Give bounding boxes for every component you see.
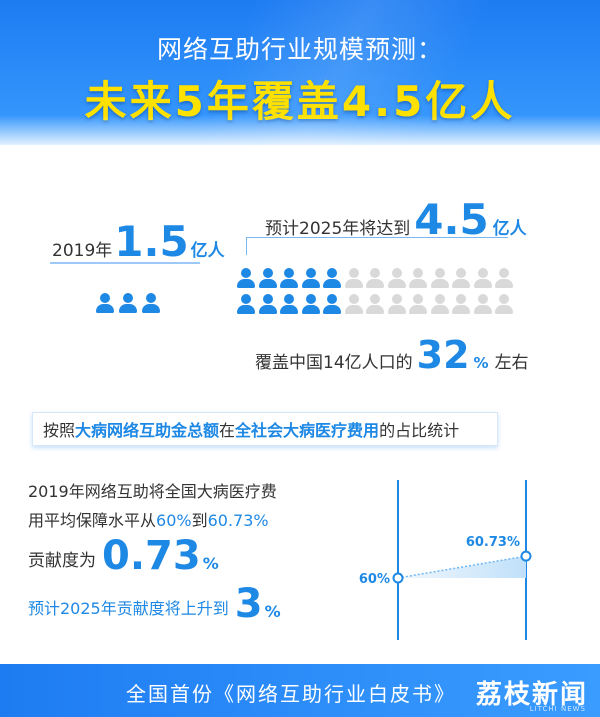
ratio-value: 0.73 <box>102 533 201 579</box>
person-icon-grey <box>387 268 407 288</box>
ratio-2025-pct: % <box>264 602 281 621</box>
person-icon <box>258 294 278 314</box>
ratio-line-3: 贡献度为 0.73 % <box>28 535 219 577</box>
ratio-banner: 按照 大病网络互助金总额 在 全社会大病医疗费用 的占比统计 <box>32 412 498 446</box>
banner-part-1: 按照 <box>43 421 76 440</box>
coverage-prefix: 覆盖中国14亿人口的 <box>255 353 413 373</box>
banner-part-3: 的占比统计 <box>379 421 460 440</box>
banner-highlight-2: 全社会大病医疗费用 <box>235 421 380 440</box>
person-icon <box>236 268 256 288</box>
person-icon <box>95 293 115 313</box>
chart-point-start <box>392 572 404 584</box>
person-icon-grey <box>430 268 450 288</box>
person-icon-grey <box>408 268 428 288</box>
chart-label-end: 60.73% <box>466 535 520 550</box>
ratio-line-2: 用平均保障水平从60%到60.73% <box>28 507 269 531</box>
stat-2025-line-tick <box>246 237 247 255</box>
person-icon <box>322 294 342 314</box>
coverage-value: 32 <box>416 333 470 377</box>
person-icon <box>322 268 342 288</box>
person-icon-grey <box>473 294 493 314</box>
person-icon-grey <box>451 294 471 314</box>
chart-line <box>397 555 527 579</box>
ratio-line-2-prefix: 用平均保障水平从 <box>28 511 157 530</box>
chart-area <box>398 556 526 578</box>
stat-2019-underline <box>50 262 200 264</box>
chart-label-start: 60% <box>359 572 390 587</box>
banner-highlight-1: 大病网络互助金总额 <box>75 421 220 440</box>
person-icon-grey <box>387 294 407 314</box>
ratio-line-1: 2019年网络互助将全国大病医疗费 <box>28 482 277 501</box>
person-icon-grey <box>494 294 514 314</box>
brand-logo-sub: LITCHI NEWS <box>529 705 586 713</box>
chart-point-end <box>520 550 532 562</box>
person-icon-grey <box>430 294 450 314</box>
coverage-pct: % <box>473 354 489 372</box>
ratio-pct: % <box>202 554 219 573</box>
footer-bar: 全国首份《网络互助行业白皮书》 荔枝新闻 LITCHI NEWS <box>0 664 600 717</box>
person-icon-grey <box>344 294 364 314</box>
stat-2025: 预计2025年将达到 4.5 亿人 <box>265 195 527 244</box>
person-icon <box>279 268 299 288</box>
person-icon-grey <box>451 268 471 288</box>
person-icon <box>301 294 321 314</box>
stat-2019-prefix: 2019年 <box>52 241 113 261</box>
person-icon-grey <box>494 268 514 288</box>
person-icon-grey <box>344 268 364 288</box>
stat-2019-unit: 亿人 <box>190 241 225 261</box>
ratio-line-4-prefix: 预计2025年贡献度将上升到 <box>28 599 229 618</box>
header-fade <box>0 115 600 145</box>
ratio-mini-chart: 60% 60.73% <box>359 480 532 640</box>
ratio-line-4: 预计2025年贡献度将上升到 3 % <box>28 583 281 625</box>
person-icon-grey <box>365 268 385 288</box>
stat-2025-unit: 亿人 <box>492 219 527 239</box>
stat-2025-prefix: 预计2025年将达到 <box>265 219 411 239</box>
ratio-from: 60% <box>156 511 192 530</box>
header-subtitle: 网络互助行业规模预测： <box>156 35 443 64</box>
person-icon-grey <box>365 294 385 314</box>
footer-text: 全国首份《网络互助行业白皮书》 <box>126 682 456 706</box>
stat-2025-line <box>246 237 508 238</box>
coverage-suffix: 左右 <box>494 353 529 373</box>
ratio-line-3-prefix: 贡献度为 <box>28 551 96 571</box>
person-icon-grey <box>473 268 493 288</box>
person-icon <box>118 293 138 313</box>
ratio-2025-value: 3 <box>234 581 263 627</box>
person-icon <box>279 294 299 314</box>
ratio-mid: 到 <box>191 511 208 530</box>
person-icon <box>301 268 321 288</box>
person-icon <box>258 268 278 288</box>
stat-2019: 2019年 1.5 亿人 <box>52 217 225 266</box>
banner-part-2: 在 <box>219 421 236 440</box>
header-banner: 网络互助行业规模预测： 未来5年覆盖4.5亿人 <box>0 0 600 145</box>
stat-2019-value: 1.5 <box>114 217 189 266</box>
stat-2025-value: 4.5 <box>414 195 489 244</box>
ratio-to: 60.73% <box>207 511 269 530</box>
person-icon-grey <box>408 294 428 314</box>
brand-logo: 荔枝新闻 <box>475 680 588 710</box>
coverage-stat: 覆盖中国14亿人口的 32 % 左右 <box>255 336 529 374</box>
person-icon <box>141 293 161 313</box>
person-icon <box>236 294 256 314</box>
